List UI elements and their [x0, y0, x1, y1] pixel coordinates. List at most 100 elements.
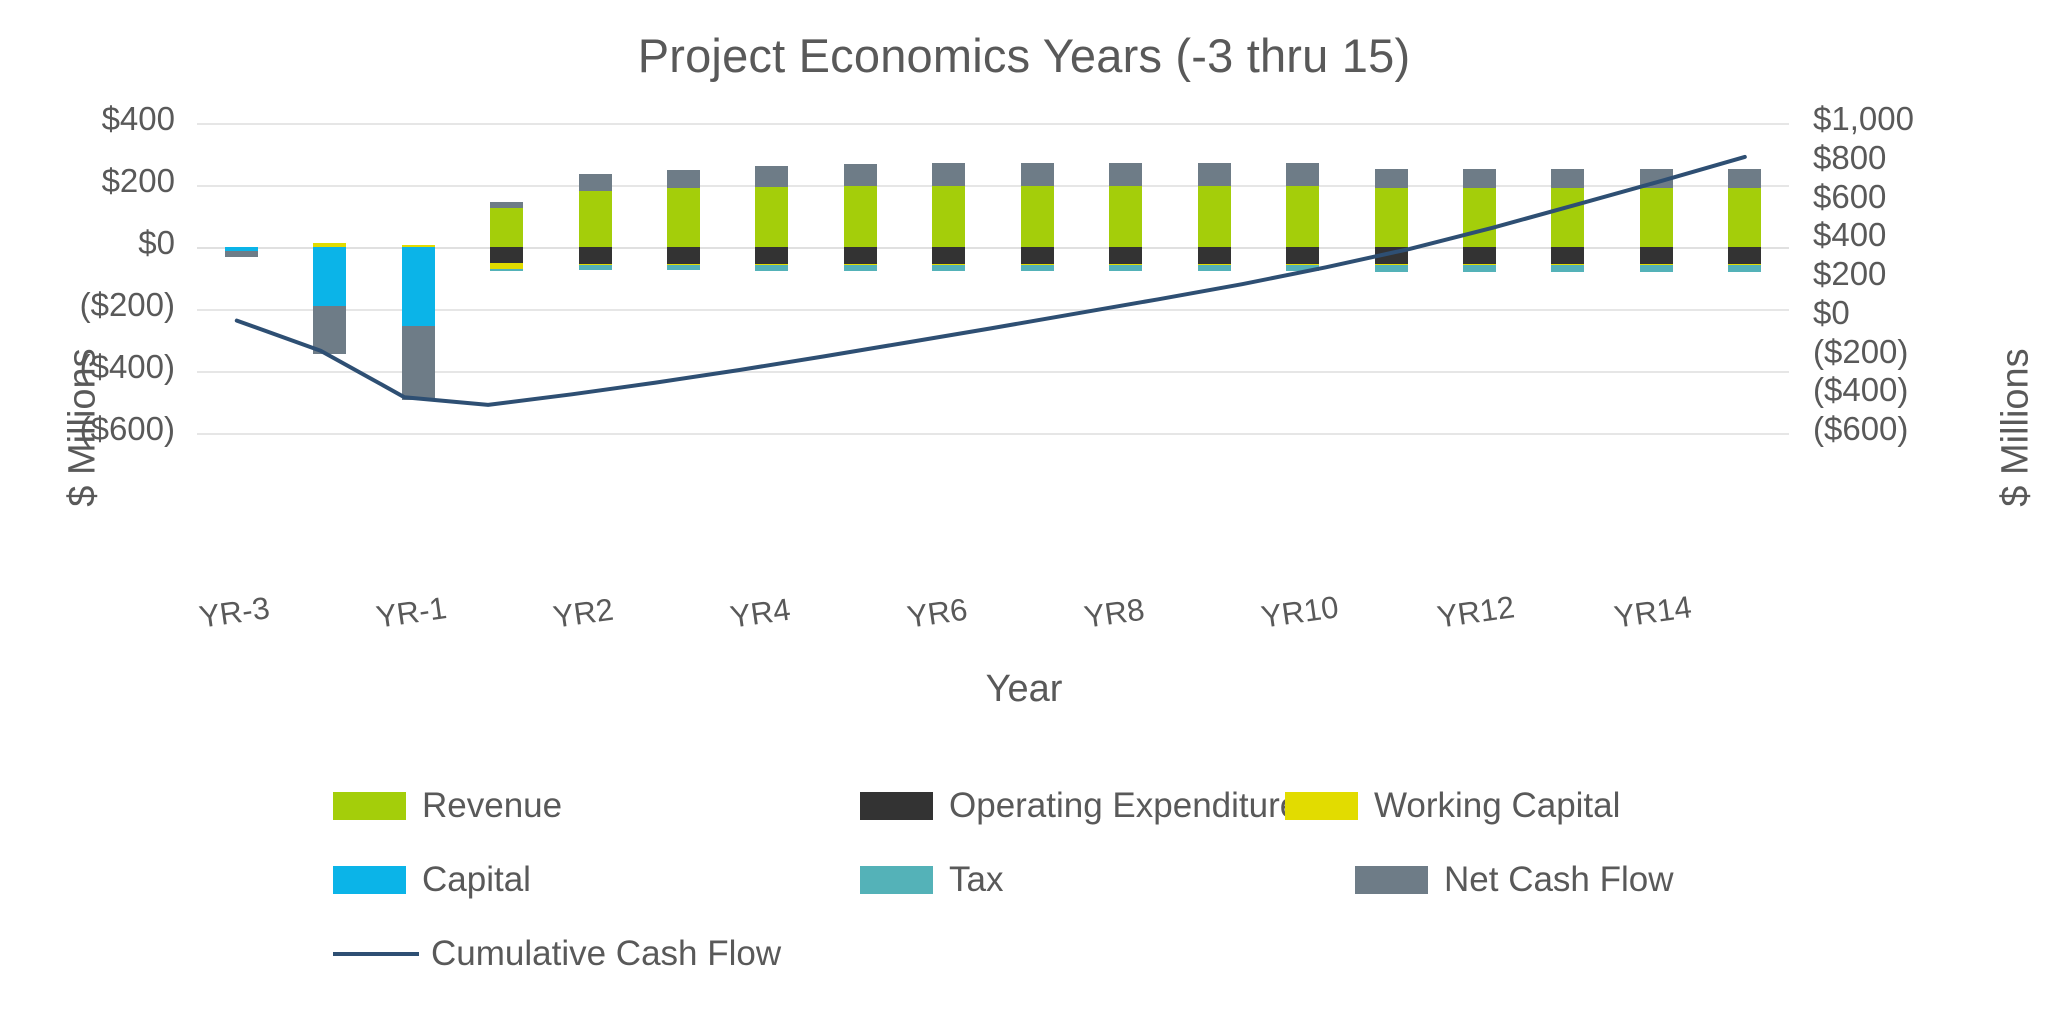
bar-segment-net-cash-flow[interactable] [932, 163, 966, 186]
bar-segment-net-cash-flow[interactable] [666, 169, 700, 189]
bar-segment[interactable] [224, 247, 258, 251]
legend-item[interactable]: Net Cash Flow [1355, 860, 1674, 900]
bar-segment[interactable] [1551, 264, 1585, 266]
bar-segment[interactable] [666, 264, 700, 266]
bar-segment[interactable] [1286, 264, 1320, 266]
legend-item[interactable]: Operating Expenditure [860, 786, 1299, 826]
bar-segment[interactable] [313, 243, 347, 247]
bar-segment[interactable] [932, 264, 966, 266]
bar-group[interactable] [1639, 123, 1673, 433]
bar-group[interactable] [843, 123, 877, 433]
bar-segment-net-cash-flow[interactable] [1286, 163, 1320, 186]
bar-segment[interactable] [1551, 265, 1585, 273]
legend-item[interactable]: Capital [333, 860, 531, 900]
bar-segment[interactable] [1286, 185, 1320, 247]
bar-segment[interactable] [1286, 265, 1320, 272]
bar-segment-net-cash-flow[interactable] [401, 326, 435, 400]
bar-segment[interactable] [1639, 264, 1673, 266]
bar-segment[interactable] [1462, 247, 1496, 265]
bar-segment[interactable] [1374, 265, 1408, 273]
bar-segment[interactable] [666, 247, 700, 265]
bar-segment-net-cash-flow[interactable] [578, 174, 612, 192]
bar-segment[interactable] [755, 247, 789, 265]
bar-segment[interactable] [490, 262, 524, 270]
legend-item[interactable]: Working Capital [1285, 786, 1620, 826]
bar-segment[interactable] [490, 247, 524, 263]
bar-segment[interactable] [755, 186, 789, 247]
bar-segment[interactable] [1109, 265, 1143, 272]
bar-group[interactable] [932, 123, 966, 433]
legend-item[interactable]: Tax [860, 860, 1003, 900]
bar-group[interactable] [1551, 123, 1585, 433]
bar-group[interactable] [578, 123, 612, 433]
bar-segment[interactable] [1639, 265, 1673, 273]
bar-group[interactable] [1109, 123, 1143, 433]
bar-segment[interactable] [1109, 247, 1143, 265]
bar-segment[interactable] [1020, 265, 1054, 272]
bar-segment-net-cash-flow[interactable] [224, 250, 258, 257]
bar-segment[interactable] [1728, 264, 1762, 266]
bar-segment[interactable] [1109, 185, 1143, 247]
bar-segment[interactable] [843, 264, 877, 266]
bar-segment[interactable] [843, 185, 877, 247]
bar-group[interactable] [1197, 123, 1231, 433]
bar-segment-net-cash-flow[interactable] [313, 305, 347, 354]
bar-segment[interactable] [666, 188, 700, 247]
bar-segment-net-cash-flow[interactable] [1462, 168, 1496, 189]
bar-segment[interactable] [1374, 188, 1408, 247]
bar-segment[interactable] [843, 265, 877, 272]
bar-segment[interactable] [578, 264, 612, 266]
bar-segment[interactable] [401, 244, 435, 247]
bar-group[interactable] [224, 123, 258, 433]
bar-segment-net-cash-flow[interactable] [843, 163, 877, 186]
bar-segment[interactable] [755, 264, 789, 266]
bar-group[interactable] [1462, 123, 1496, 433]
bar-segment[interactable] [1728, 247, 1762, 265]
bar-segment-net-cash-flow[interactable] [1109, 163, 1143, 186]
bar-segment[interactable] [313, 247, 347, 306]
bar-segment[interactable] [490, 208, 524, 247]
bar-segment[interactable] [578, 265, 612, 270]
bar-group[interactable] [1728, 123, 1762, 433]
bar-segment[interactable] [1374, 264, 1408, 266]
bar-segment[interactable] [1020, 247, 1054, 265]
bar-group[interactable] [1374, 123, 1408, 433]
bar-group[interactable] [1020, 123, 1054, 433]
legend-item[interactable]: Revenue [333, 786, 562, 826]
bar-segment[interactable] [1020, 185, 1054, 247]
bar-segment[interactable] [578, 247, 612, 265]
bar-group[interactable] [401, 123, 435, 433]
bar-segment-net-cash-flow[interactable] [1374, 168, 1408, 189]
bar-segment[interactable] [1020, 264, 1054, 266]
bar-segment[interactable] [1462, 188, 1496, 247]
bar-segment[interactable] [1286, 247, 1320, 265]
legend-item[interactable]: Cumulative Cash Flow [333, 934, 781, 974]
bar-group[interactable] [1286, 123, 1320, 433]
bar-segment-net-cash-flow[interactable] [1551, 168, 1585, 189]
bar-segment[interactable] [1551, 247, 1585, 265]
bar-segment[interactable] [932, 265, 966, 272]
bar-segment[interactable] [755, 265, 789, 271]
bar-group[interactable] [313, 123, 347, 433]
bar-segment[interactable] [578, 191, 612, 247]
bar-segment[interactable] [1197, 247, 1231, 265]
bar-segment-net-cash-flow[interactable] [1728, 168, 1762, 189]
bar-segment[interactable] [1639, 188, 1673, 247]
bar-segment[interactable] [1728, 188, 1762, 247]
bar-segment[interactable] [490, 269, 524, 271]
bar-segment[interactable] [1197, 265, 1231, 272]
bar-segment[interactable] [932, 185, 966, 247]
bar-segment[interactable] [1639, 247, 1673, 265]
bar-segment[interactable] [1197, 185, 1231, 247]
bar-segment-net-cash-flow[interactable] [1197, 163, 1231, 186]
bar-segment[interactable] [1551, 188, 1585, 247]
bar-group[interactable] [666, 123, 700, 433]
bar-segment[interactable] [1462, 265, 1496, 273]
bar-segment[interactable] [1197, 264, 1231, 266]
bar-segment[interactable] [1728, 265, 1762, 273]
bar-segment[interactable] [401, 247, 435, 327]
bar-segment[interactable] [932, 247, 966, 265]
bar-group[interactable] [755, 123, 789, 433]
bar-segment[interactable] [843, 247, 877, 265]
bar-segment-net-cash-flow[interactable] [1020, 163, 1054, 186]
